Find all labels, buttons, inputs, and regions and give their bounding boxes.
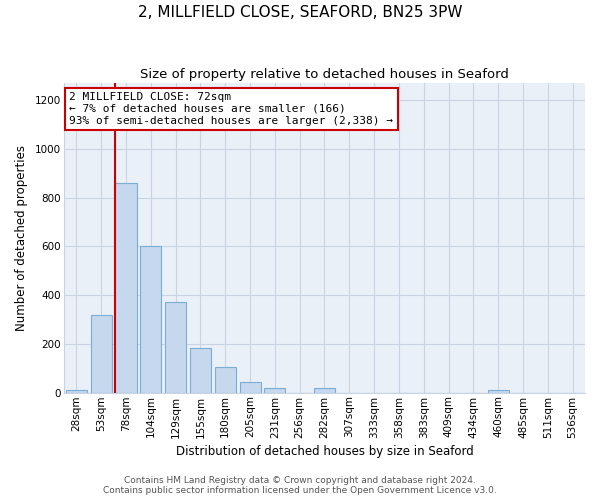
- Bar: [190, 348, 211, 393]
- Text: Contains HM Land Registry data © Crown copyright and database right 2024.
Contai: Contains HM Land Registry data © Crown c…: [103, 476, 497, 495]
- Bar: [165, 302, 186, 392]
- Bar: [314, 388, 335, 392]
- Text: 2, MILLFIELD CLOSE, SEAFORD, BN25 3PW: 2, MILLFIELD CLOSE, SEAFORD, BN25 3PW: [138, 5, 462, 20]
- Bar: [66, 390, 87, 392]
- Bar: [488, 390, 509, 392]
- Bar: [91, 314, 112, 392]
- Bar: [140, 246, 161, 392]
- Title: Size of property relative to detached houses in Seaford: Size of property relative to detached ho…: [140, 68, 509, 80]
- X-axis label: Distribution of detached houses by size in Seaford: Distribution of detached houses by size …: [176, 444, 473, 458]
- Bar: [215, 367, 236, 392]
- Bar: [239, 382, 260, 392]
- Text: 2 MILLFIELD CLOSE: 72sqm
← 7% of detached houses are smaller (166)
93% of semi-d: 2 MILLFIELD CLOSE: 72sqm ← 7% of detache…: [69, 92, 393, 126]
- Y-axis label: Number of detached properties: Number of detached properties: [15, 145, 28, 331]
- Bar: [265, 388, 286, 392]
- Bar: [115, 183, 137, 392]
